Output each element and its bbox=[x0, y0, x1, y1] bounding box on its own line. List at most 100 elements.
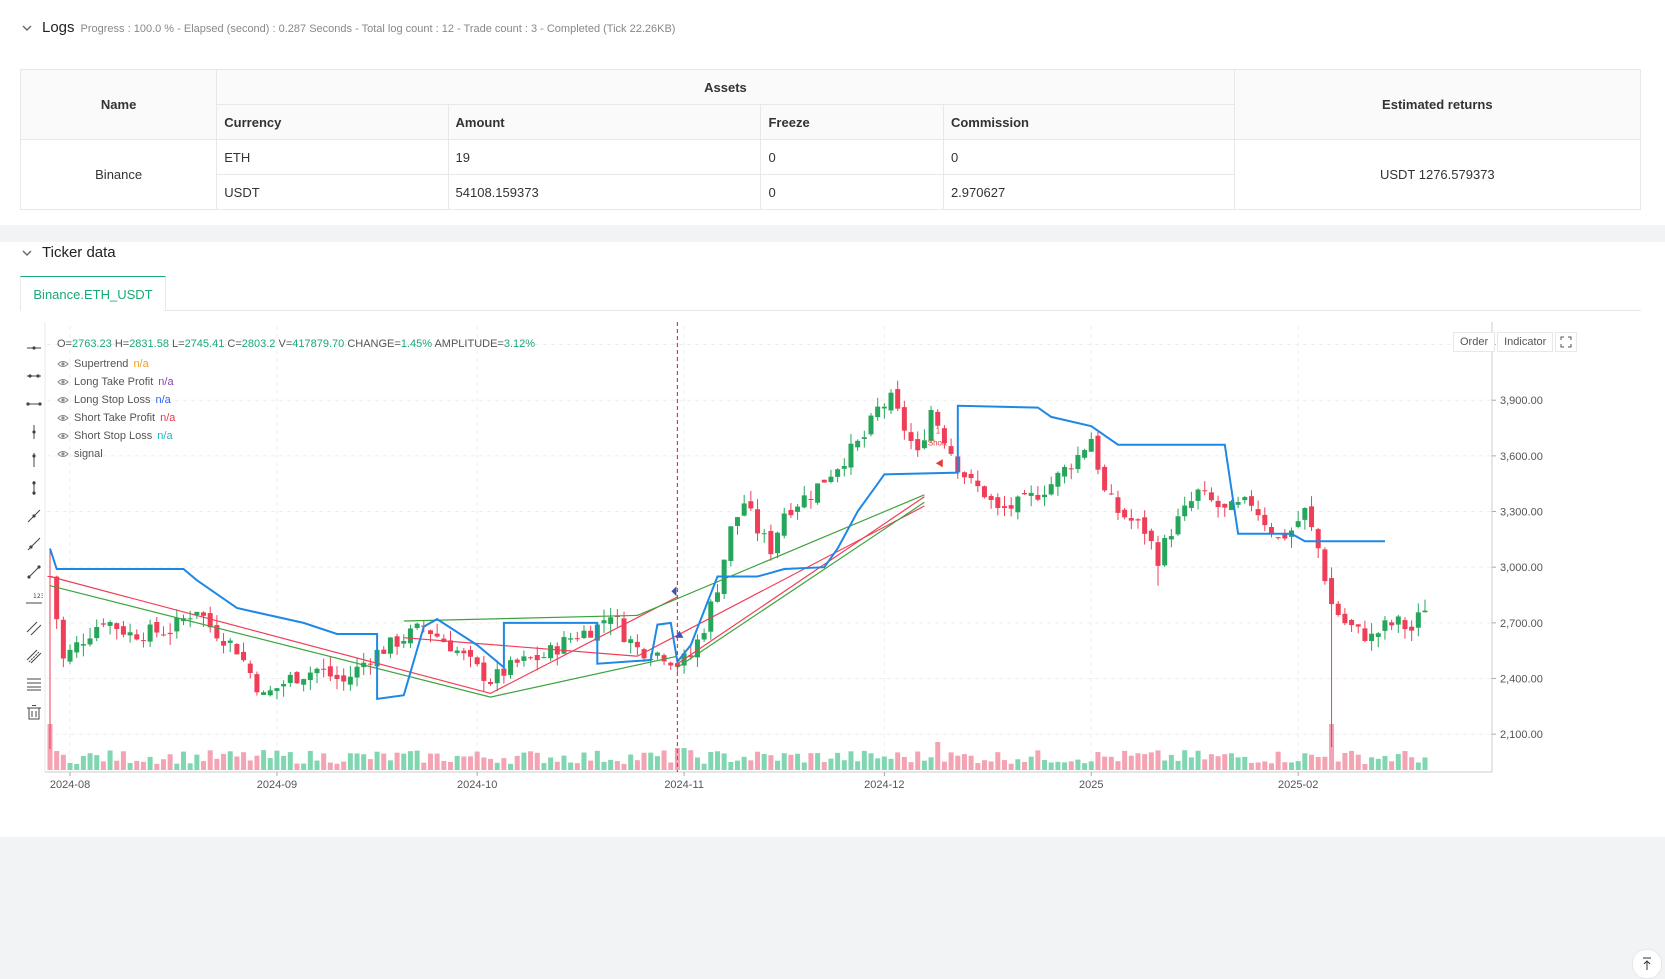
eye-icon[interactable] bbox=[57, 430, 69, 442]
candle-body bbox=[1228, 501, 1234, 511]
price-label-icon[interactable]: 123 bbox=[22, 588, 46, 612]
candle-body bbox=[1028, 492, 1034, 496]
volume-bar bbox=[327, 762, 333, 770]
returns-header: Estimated returns bbox=[1233, 69, 1642, 140]
volume-bar bbox=[581, 752, 587, 770]
legend-item[interactable]: Short Take Profit n/a bbox=[57, 409, 175, 427]
candle-body bbox=[654, 652, 660, 656]
indicator-legend: Supertrend n/a Long Take Profit n/a Long… bbox=[57, 355, 175, 463]
candle-body bbox=[1008, 505, 1014, 509]
candle-body bbox=[120, 626, 126, 635]
candle-body bbox=[1015, 496, 1021, 513]
candle-body bbox=[447, 640, 453, 652]
candle-body bbox=[341, 675, 347, 682]
trend-line-icon[interactable] bbox=[22, 504, 46, 528]
legend-item[interactable]: signal bbox=[57, 445, 175, 463]
eye-icon[interactable] bbox=[57, 448, 69, 460]
tab-binance-eth-usdt[interactable]: Binance.ETH_USDT bbox=[20, 276, 166, 311]
volume-bar bbox=[1135, 753, 1141, 770]
candle-body bbox=[1409, 626, 1415, 631]
eye-icon[interactable] bbox=[57, 412, 69, 424]
legend-name: Supertrend bbox=[74, 358, 129, 370]
parallel-channel-icon[interactable] bbox=[22, 616, 46, 640]
volume-bar bbox=[267, 758, 273, 770]
volume-bar bbox=[294, 763, 300, 770]
segment-icon[interactable] bbox=[22, 560, 46, 584]
vertical-line-icon[interactable] bbox=[22, 420, 46, 444]
candle-body bbox=[147, 624, 153, 642]
chevron-down-icon[interactable] bbox=[20, 21, 34, 35]
chevron-down-icon[interactable] bbox=[20, 246, 34, 260]
volume-bar bbox=[87, 753, 93, 770]
indicator-button[interactable]: Indicator bbox=[1497, 332, 1554, 352]
volume-bar bbox=[307, 750, 313, 770]
candle-body bbox=[1262, 514, 1268, 526]
candle-body bbox=[1068, 468, 1074, 470]
volume-bar bbox=[1095, 752, 1101, 770]
volume-bar bbox=[1215, 756, 1221, 770]
candle-body bbox=[755, 509, 761, 534]
candle-body bbox=[1235, 502, 1241, 505]
candle-body bbox=[561, 637, 567, 654]
candle-body bbox=[167, 632, 173, 635]
candle-body bbox=[855, 440, 861, 448]
short-signal-label: Short bbox=[928, 439, 948, 448]
candle-body bbox=[661, 655, 667, 662]
extended-line-icon[interactable] bbox=[22, 392, 46, 416]
volume-bar bbox=[1175, 760, 1181, 770]
trash-icon[interactable] bbox=[22, 700, 46, 724]
assets-table: Name Assets Estimated returns Currency A… bbox=[19, 69, 1642, 210]
volume-bar bbox=[875, 758, 881, 770]
eye-icon[interactable] bbox=[57, 358, 69, 370]
volume-bar bbox=[94, 755, 100, 770]
volume-bar bbox=[74, 763, 80, 770]
candle-body bbox=[1222, 503, 1228, 508]
legend-item[interactable]: Supertrend n/a bbox=[57, 355, 175, 373]
legend-value: n/a bbox=[155, 394, 171, 406]
volume-bar bbox=[1275, 751, 1281, 770]
candle-body bbox=[574, 638, 580, 640]
candle-body bbox=[274, 688, 280, 691]
v-label: V= bbox=[278, 338, 293, 350]
logs-header[interactable]: Logs Progress : 100.0 % - Elapsed (secon… bbox=[20, 19, 675, 36]
horizontal-ray-icon[interactable] bbox=[22, 364, 46, 388]
pitchfork-icon[interactable] bbox=[22, 644, 46, 668]
volume-bar bbox=[254, 755, 260, 770]
price-chart[interactable]: 4,200.003,900.003,600.003,300.003,000.00… bbox=[0, 242, 1665, 837]
candle-body bbox=[294, 672, 300, 684]
candle-body bbox=[548, 645, 554, 659]
ticker-header[interactable]: Ticker data bbox=[20, 244, 116, 261]
legend-item[interactable]: Long Take Profit n/a bbox=[57, 373, 175, 391]
order-button[interactable]: Order bbox=[1453, 332, 1496, 352]
horizontal-line-icon[interactable] bbox=[22, 336, 46, 360]
vertical-segment-icon[interactable] bbox=[22, 448, 46, 472]
volume-bar bbox=[1142, 754, 1148, 770]
volume-bar bbox=[1102, 756, 1108, 770]
supertrend-line bbox=[49, 404, 1385, 701]
candle-body bbox=[501, 668, 507, 676]
candle-body bbox=[1048, 484, 1054, 495]
volume-bar bbox=[387, 760, 393, 770]
volume-bar bbox=[634, 760, 640, 770]
volume-bar bbox=[1115, 761, 1121, 770]
candle-body bbox=[915, 439, 921, 451]
volume-bar bbox=[201, 761, 207, 770]
legend-item[interactable]: Short Stop Loss n/a bbox=[57, 427, 175, 445]
candle-body bbox=[114, 623, 120, 630]
volume-bar bbox=[1389, 761, 1395, 770]
candle-body bbox=[988, 496, 994, 500]
vertical-ray-icon[interactable] bbox=[22, 476, 46, 500]
legend-item[interactable]: Long Stop Loss n/a bbox=[57, 391, 175, 409]
x-tick-label: 2024-10 bbox=[457, 779, 497, 791]
ray-line-icon[interactable] bbox=[22, 532, 46, 556]
scroll-to-top-button[interactable] bbox=[1632, 949, 1662, 979]
fullscreen-icon[interactable] bbox=[1555, 332, 1578, 352]
l-label: L= bbox=[172, 338, 185, 350]
eye-icon[interactable] bbox=[57, 394, 69, 406]
volume-bar bbox=[821, 762, 827, 770]
volume-bar bbox=[407, 751, 413, 770]
eye-icon[interactable] bbox=[57, 376, 69, 388]
volume-bar bbox=[601, 761, 607, 770]
fibonacci-icon[interactable] bbox=[22, 672, 46, 696]
candle-body bbox=[1369, 633, 1375, 642]
